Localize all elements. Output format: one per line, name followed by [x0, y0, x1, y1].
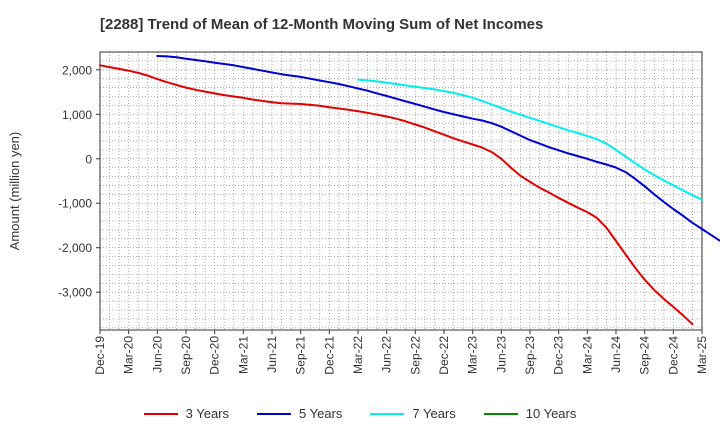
x-tick-label: Dec-20 — [208, 336, 222, 375]
x-tick-label: Mar-21 — [236, 336, 250, 374]
legend-swatch — [143, 412, 178, 415]
plot-border — [99, 51, 703, 331]
x-tick-label: Jun-24 — [609, 336, 623, 373]
y-tick-label: -3,000 — [58, 286, 92, 300]
grid — [100, 52, 702, 330]
x-tick-label: Dec-22 — [437, 336, 451, 375]
x-tick-label: Sep-20 — [179, 336, 193, 375]
x-tick-label: Dec-23 — [552, 336, 566, 375]
legend-item: 10 Years — [483, 406, 577, 421]
legend-swatch — [483, 412, 518, 415]
x-tick-label: Sep-22 — [408, 336, 422, 375]
x-tick-label: Sep-23 — [523, 336, 537, 375]
legend-item: 5 Years — [257, 406, 342, 421]
x-tick-label: Mar-25 — [695, 336, 709, 374]
x-tick-label: Jun-20 — [150, 336, 164, 373]
x-tick-label: Mar-22 — [351, 336, 365, 374]
x-tick-label: Sep-24 — [638, 336, 652, 375]
chart-title: [2288] Trend of Mean of 12-Month Moving … — [100, 16, 544, 33]
x-tick-label: Dec-24 — [666, 336, 680, 375]
x-tick-label: Jun-23 — [494, 336, 508, 373]
x-axis-ticks: Dec-19 Mar-20 Jun-20 Sep-20 Dec-20 Mar-21 Jun-… — [93, 330, 709, 375]
x-tick-label: Sep-21 — [294, 336, 308, 375]
legend-item: 7 Years — [370, 406, 456, 421]
legend-label: 10 Years — [525, 406, 577, 421]
y-tick-label: 0 — [85, 152, 92, 166]
legend-label: 7 Years — [412, 406, 456, 421]
series-layer — [99, 55, 720, 326]
y-tick-label: -1,000 — [58, 197, 92, 211]
y-axis-ticks: 2,000 1,000 0 -1,000 -2,000 -3,000 — [58, 63, 100, 300]
x-tick-label: Mar-20 — [122, 336, 136, 374]
x-tick-label: Dec-21 — [322, 336, 336, 375]
x-tick-label: Mar-23 — [466, 336, 480, 374]
series-line-3-years — [99, 64, 694, 326]
x-tick-label: Jun-21 — [265, 336, 279, 373]
x-tick-label: Dec-19 — [93, 336, 107, 375]
legend-label: 3 Years — [185, 406, 229, 421]
series-line-7-years — [357, 78, 703, 201]
y-axis-label: Amount (million yen) — [7, 132, 22, 251]
legend-label: 5 Years — [299, 406, 343, 421]
y-tick-label: -2,000 — [58, 241, 92, 255]
y-tick-label: 1,000 — [62, 108, 92, 122]
plot-frame — [99, 51, 703, 331]
legend: 3 Years 5 Years 7 Years 10 Years — [0, 406, 720, 421]
legend-swatch — [257, 412, 291, 415]
x-tick-label: Jun-22 — [380, 336, 394, 373]
series-line-5-years — [156, 55, 720, 242]
y-tick-label: 2,000 — [62, 63, 92, 77]
legend-swatch — [370, 412, 405, 415]
legend-item: 3 Years — [143, 406, 229, 421]
x-tick-label: Mar-24 — [580, 336, 594, 374]
